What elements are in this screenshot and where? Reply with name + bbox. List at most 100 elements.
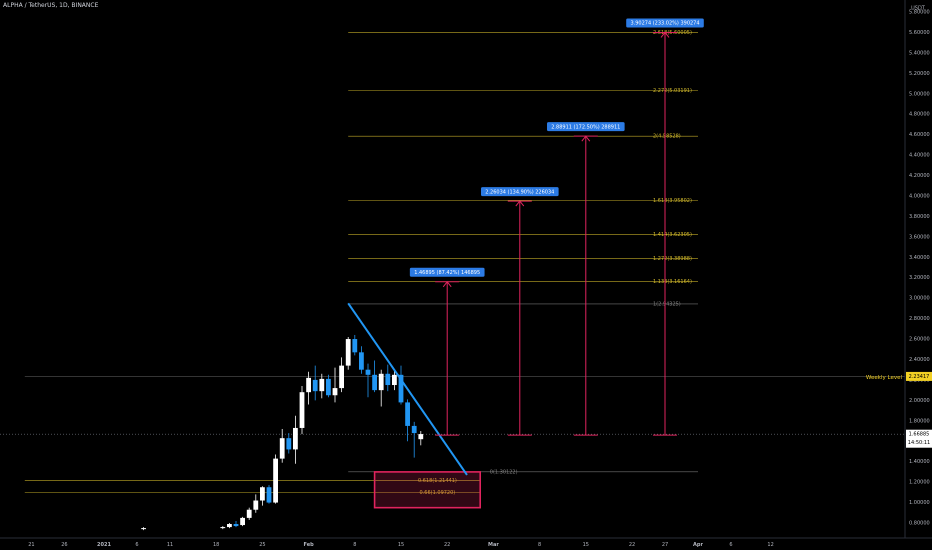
- candle-body[interactable]: [220, 527, 226, 529]
- fib-level-label: 0(1.30122): [490, 469, 518, 475]
- candle-body[interactable]: [299, 392, 305, 428]
- candle-body[interactable]: [246, 509, 252, 518]
- x-tick-label: 26: [61, 542, 67, 548]
- x-tick-label: 15: [398, 542, 404, 548]
- y-tick-label: 3.40000: [909, 255, 930, 261]
- x-tick-label: 18: [213, 542, 219, 548]
- fib-level-label: 2(4.58528): [653, 134, 681, 140]
- projection-label: 1.46895 (87.42%) 146895: [414, 270, 480, 276]
- projection-label-box: [481, 187, 559, 197]
- candle-body[interactable]: [332, 388, 338, 396]
- x-tick-label: 21: [28, 542, 34, 548]
- candle-body[interactable]: [405, 402, 410, 426]
- fib-level-label: 1.133(3.16164): [653, 279, 692, 285]
- trendline[interactable]: [347, 302, 468, 476]
- x-tick-label: 6: [729, 542, 732, 548]
- x-tick-label: 25: [259, 542, 265, 548]
- x-tick-label: 22: [444, 542, 450, 548]
- y-tick-label: 3.00000: [909, 296, 930, 302]
- y-tick-label: 5.40000: [909, 50, 930, 56]
- x-tick-label: 27: [662, 542, 668, 548]
- candle-body[interactable]: [279, 438, 285, 459]
- x-tick-label: 2021: [97, 542, 111, 548]
- buy-zone-box[interactable]: [373, 471, 482, 509]
- projection-label-box: [409, 267, 485, 277]
- y-tick-label: 4.40000: [909, 153, 930, 159]
- trendline-group: [347, 302, 468, 476]
- candle-body[interactable]: [227, 524, 232, 528]
- y-tick-label: 1.00000: [909, 500, 930, 506]
- candle-body[interactable]: [273, 458, 278, 503]
- projection-label: 2.88911 (172.50%) 288911: [551, 124, 620, 130]
- candle-body[interactable]: [240, 517, 245, 526]
- candle-body[interactable]: [385, 373, 391, 386]
- y-tick-label: 2.60000: [909, 337, 930, 343]
- projection-label: 3.90274 (233.02%) 390274: [630, 21, 699, 27]
- fib-level-label: 1.272(3.38988): [653, 256, 692, 262]
- candle-body[interactable]: [359, 352, 364, 370]
- fib-level-label: 1.618(3.95802): [653, 198, 692, 204]
- y-tick-label: 1.40000: [909, 459, 930, 465]
- fib-level-label: 2.272(5.03191): [653, 88, 692, 94]
- y-tick-label: 3.20000: [909, 275, 930, 281]
- candle-body[interactable]: [312, 379, 318, 392]
- x-tick-label: 6: [135, 542, 138, 548]
- fib-extension-levels: 2.618(5.60005)2.272(5.03191)2(4.58528)1.…: [24, 30, 698, 496]
- y-tick-label: 1.20000: [909, 480, 930, 486]
- candle-body[interactable]: [326, 378, 331, 396]
- y-tick-label: 4.80000: [909, 112, 930, 118]
- last-price-value: 1.66885: [909, 432, 930, 438]
- candle-countdown: 14:50:11: [908, 440, 930, 446]
- y-tick-label: 4.20000: [909, 173, 930, 179]
- y-tick-label: 5.60000: [909, 30, 930, 36]
- currency-label: USDT: [911, 6, 926, 12]
- x-tick-label: 15: [583, 542, 589, 548]
- weekly-level-price-tag: [906, 371, 932, 381]
- x-tick-label: 8: [353, 542, 356, 548]
- candle-body[interactable]: [233, 524, 239, 527]
- candle-body[interactable]: [286, 438, 292, 450]
- x-tick-label: 12: [767, 542, 773, 548]
- projection-label-box: [547, 122, 625, 132]
- y-tick-label: 2.40000: [909, 357, 930, 363]
- candle-body[interactable]: [339, 365, 344, 389]
- fib-level-label: 0.66(1.09720): [420, 490, 456, 496]
- candle-body[interactable]: [352, 339, 358, 353]
- candle-body[interactable]: [398, 374, 404, 403]
- x-tick-label: Mar: [488, 542, 499, 548]
- projection-label-box: [626, 18, 704, 28]
- projection-arrows: 1.46895 (87.42%) 146895 2.26034 (134.90%)…: [409, 18, 704, 436]
- candle-body[interactable]: [378, 373, 384, 391]
- weekly-level-price: 2.23417: [909, 374, 930, 380]
- candle-body[interactable]: [392, 374, 397, 386]
- last-price-tag: [906, 429, 932, 448]
- candle-body[interactable]: [306, 377, 311, 393]
- y-tick-label: 3.80000: [909, 214, 930, 220]
- candle-body[interactable]: [372, 374, 377, 391]
- candle-body[interactable]: [260, 487, 265, 501]
- candle-body[interactable]: [319, 378, 325, 392]
- candle-body[interactable]: [253, 500, 259, 510]
- y-tick-label: 5.20000: [909, 71, 930, 77]
- fib-level-label: 1(2.94325): [653, 301, 681, 307]
- candle-body[interactable]: [365, 369, 371, 375]
- y-tick-label: 2.80000: [909, 316, 930, 322]
- candle-body[interactable]: [418, 434, 424, 440]
- y-tick-label: 2.00000: [909, 398, 930, 404]
- y-tick-label: 5.00000: [909, 91, 930, 97]
- projection-label: 2.26034 (134.90%) 226034: [485, 189, 554, 195]
- candle-body[interactable]: [293, 427, 298, 450]
- candle-body[interactable]: [141, 528, 146, 530]
- candle-body[interactable]: [266, 487, 272, 503]
- x-tick-label: 22: [629, 542, 635, 548]
- weekly-level-label: Weekly Level: [866, 375, 903, 381]
- candles: [141, 334, 424, 531]
- fib-level-label: 0.618(1.21441): [418, 478, 457, 484]
- y-tick-label: 5.80000: [909, 10, 930, 16]
- candle-body[interactable]: [345, 339, 351, 366]
- candle-body[interactable]: [411, 425, 417, 434]
- x-tick-label: 8: [538, 542, 541, 548]
- x-tick-label: Feb: [304, 542, 315, 548]
